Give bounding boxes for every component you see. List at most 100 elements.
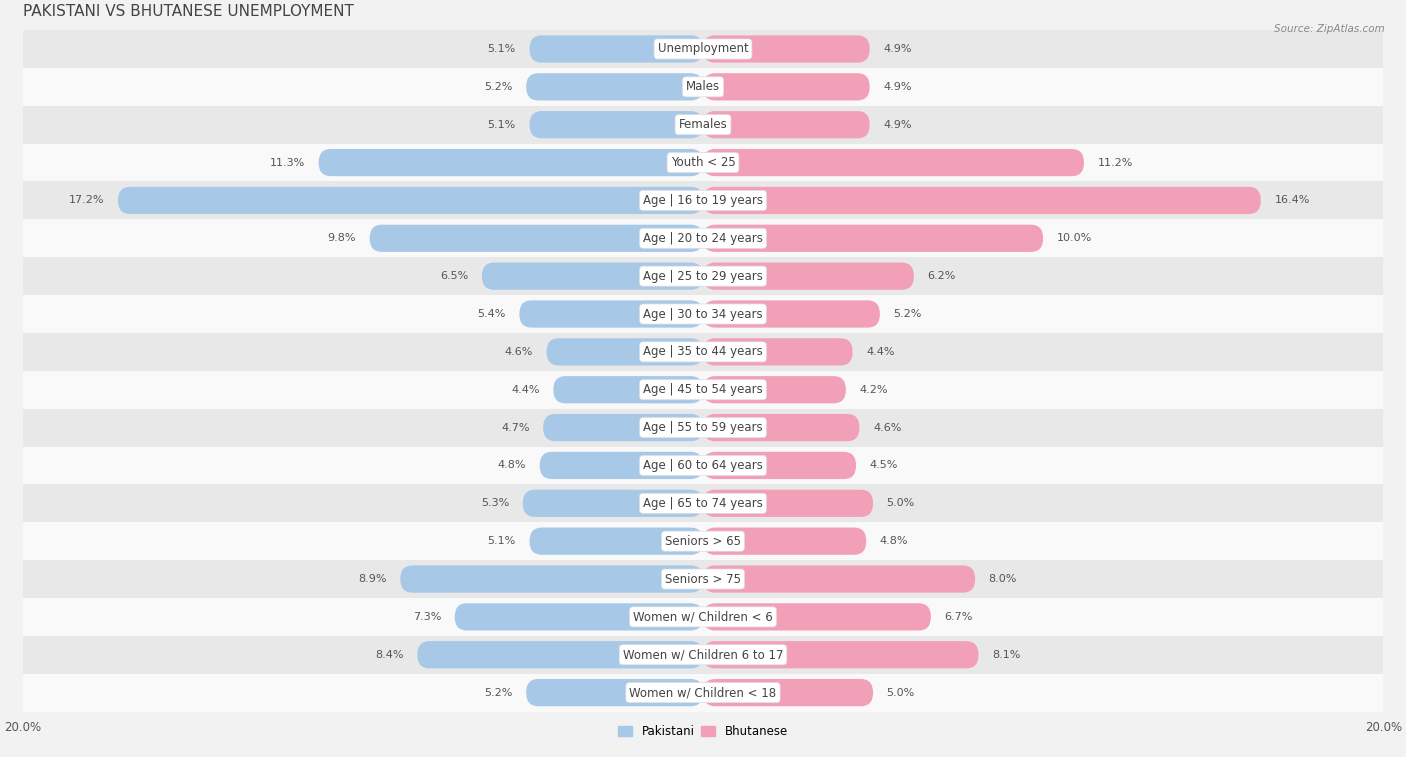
Text: 6.2%: 6.2%: [928, 271, 956, 281]
FancyBboxPatch shape: [703, 679, 873, 706]
FancyBboxPatch shape: [118, 187, 703, 214]
Text: 16.4%: 16.4%: [1274, 195, 1310, 205]
Text: 5.1%: 5.1%: [488, 44, 516, 54]
FancyBboxPatch shape: [22, 295, 1384, 333]
Text: 11.3%: 11.3%: [270, 157, 305, 167]
FancyBboxPatch shape: [454, 603, 703, 631]
Text: 4.6%: 4.6%: [505, 347, 533, 357]
FancyBboxPatch shape: [22, 484, 1384, 522]
Text: 6.7%: 6.7%: [945, 612, 973, 622]
FancyBboxPatch shape: [547, 338, 703, 366]
Text: Age | 60 to 64 years: Age | 60 to 64 years: [643, 459, 763, 472]
FancyBboxPatch shape: [703, 414, 859, 441]
Text: 5.2%: 5.2%: [484, 687, 513, 698]
Text: 4.9%: 4.9%: [883, 44, 911, 54]
Text: 11.2%: 11.2%: [1098, 157, 1133, 167]
FancyBboxPatch shape: [22, 68, 1384, 106]
Text: Source: ZipAtlas.com: Source: ZipAtlas.com: [1274, 24, 1385, 34]
Text: Women w/ Children 6 to 17: Women w/ Children 6 to 17: [623, 648, 783, 662]
FancyBboxPatch shape: [703, 641, 979, 668]
FancyBboxPatch shape: [22, 220, 1384, 257]
Text: 8.0%: 8.0%: [988, 574, 1017, 584]
Text: 4.8%: 4.8%: [880, 536, 908, 546]
FancyBboxPatch shape: [22, 560, 1384, 598]
FancyBboxPatch shape: [554, 376, 703, 403]
Text: 8.9%: 8.9%: [359, 574, 387, 584]
FancyBboxPatch shape: [22, 333, 1384, 371]
FancyBboxPatch shape: [22, 522, 1384, 560]
Text: 4.2%: 4.2%: [859, 385, 889, 394]
Text: 4.9%: 4.9%: [883, 82, 911, 92]
Text: 10.0%: 10.0%: [1057, 233, 1092, 243]
Text: 4.6%: 4.6%: [873, 422, 901, 432]
Text: Age | 35 to 44 years: Age | 35 to 44 years: [643, 345, 763, 358]
FancyBboxPatch shape: [703, 528, 866, 555]
Text: 5.1%: 5.1%: [488, 536, 516, 546]
FancyBboxPatch shape: [22, 144, 1384, 182]
FancyBboxPatch shape: [22, 182, 1384, 220]
Text: Males: Males: [686, 80, 720, 93]
Text: Age | 65 to 74 years: Age | 65 to 74 years: [643, 497, 763, 509]
Text: 5.1%: 5.1%: [488, 120, 516, 129]
FancyBboxPatch shape: [703, 452, 856, 479]
Text: Unemployment: Unemployment: [658, 42, 748, 55]
Legend: Pakistani, Bhutanese: Pakistani, Bhutanese: [613, 721, 793, 743]
Text: Females: Females: [679, 118, 727, 131]
FancyBboxPatch shape: [319, 149, 703, 176]
FancyBboxPatch shape: [22, 447, 1384, 484]
Text: 5.3%: 5.3%: [481, 498, 509, 508]
Text: Seniors > 65: Seniors > 65: [665, 534, 741, 547]
Text: 7.3%: 7.3%: [413, 612, 441, 622]
Text: 4.9%: 4.9%: [883, 120, 911, 129]
Text: 8.1%: 8.1%: [993, 650, 1021, 660]
FancyBboxPatch shape: [482, 263, 703, 290]
Text: Women w/ Children < 18: Women w/ Children < 18: [630, 686, 776, 699]
FancyBboxPatch shape: [540, 452, 703, 479]
FancyBboxPatch shape: [401, 565, 703, 593]
FancyBboxPatch shape: [22, 257, 1384, 295]
Text: 4.5%: 4.5%: [870, 460, 898, 470]
Text: 5.2%: 5.2%: [893, 309, 922, 319]
Text: PAKISTANI VS BHUTANESE UNEMPLOYMENT: PAKISTANI VS BHUTANESE UNEMPLOYMENT: [22, 5, 353, 19]
Text: 5.2%: 5.2%: [484, 82, 513, 92]
FancyBboxPatch shape: [703, 301, 880, 328]
Text: 9.8%: 9.8%: [328, 233, 356, 243]
Text: Age | 20 to 24 years: Age | 20 to 24 years: [643, 232, 763, 245]
FancyBboxPatch shape: [22, 106, 1384, 144]
FancyBboxPatch shape: [703, 73, 870, 101]
Text: 4.7%: 4.7%: [501, 422, 530, 432]
FancyBboxPatch shape: [22, 409, 1384, 447]
Text: Age | 16 to 19 years: Age | 16 to 19 years: [643, 194, 763, 207]
Text: 8.4%: 8.4%: [375, 650, 404, 660]
FancyBboxPatch shape: [22, 598, 1384, 636]
FancyBboxPatch shape: [22, 674, 1384, 712]
FancyBboxPatch shape: [703, 338, 852, 366]
FancyBboxPatch shape: [530, 528, 703, 555]
Text: Seniors > 75: Seniors > 75: [665, 572, 741, 585]
FancyBboxPatch shape: [22, 371, 1384, 409]
Text: Women w/ Children < 6: Women w/ Children < 6: [633, 610, 773, 623]
FancyBboxPatch shape: [530, 111, 703, 139]
FancyBboxPatch shape: [703, 187, 1261, 214]
FancyBboxPatch shape: [526, 73, 703, 101]
Text: 5.0%: 5.0%: [887, 498, 915, 508]
FancyBboxPatch shape: [418, 641, 703, 668]
Text: Age | 30 to 34 years: Age | 30 to 34 years: [643, 307, 763, 320]
FancyBboxPatch shape: [543, 414, 703, 441]
Text: Age | 45 to 54 years: Age | 45 to 54 years: [643, 383, 763, 396]
FancyBboxPatch shape: [703, 603, 931, 631]
Text: 4.8%: 4.8%: [498, 460, 526, 470]
FancyBboxPatch shape: [703, 225, 1043, 252]
FancyBboxPatch shape: [703, 490, 873, 517]
Text: 17.2%: 17.2%: [69, 195, 104, 205]
FancyBboxPatch shape: [703, 263, 914, 290]
FancyBboxPatch shape: [22, 636, 1384, 674]
Text: Youth < 25: Youth < 25: [671, 156, 735, 169]
FancyBboxPatch shape: [370, 225, 703, 252]
FancyBboxPatch shape: [703, 376, 846, 403]
Text: Age | 25 to 29 years: Age | 25 to 29 years: [643, 269, 763, 282]
FancyBboxPatch shape: [526, 679, 703, 706]
FancyBboxPatch shape: [530, 36, 703, 63]
FancyBboxPatch shape: [703, 36, 870, 63]
FancyBboxPatch shape: [703, 149, 1084, 176]
